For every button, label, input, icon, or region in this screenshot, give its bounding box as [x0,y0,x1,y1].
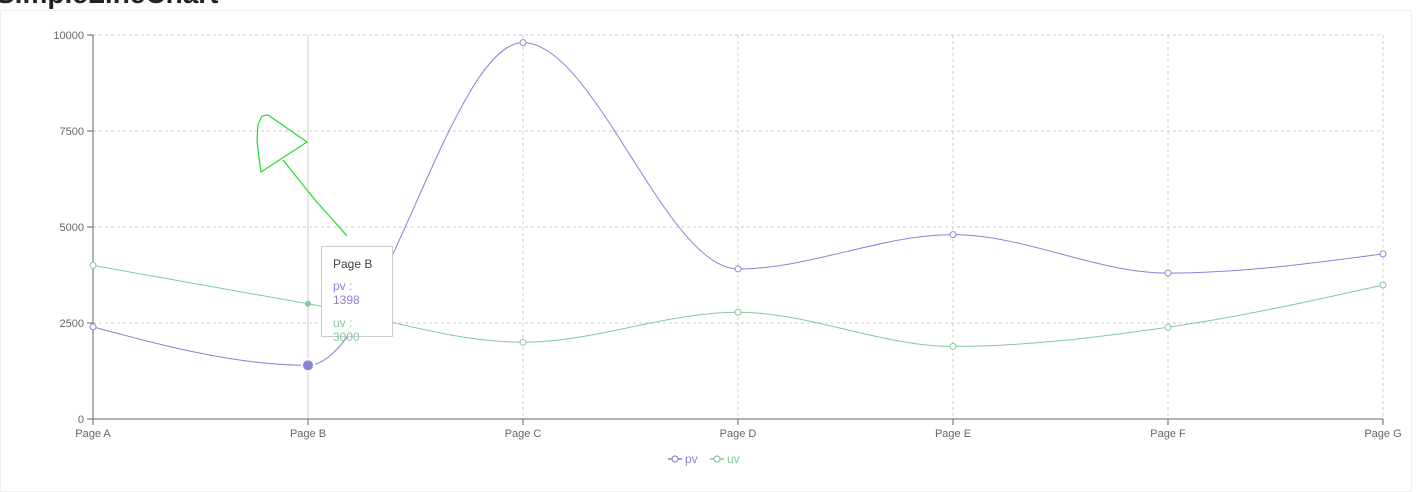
series-points[interactable] [89,39,1387,373]
x-tick-label: Page E [935,428,971,440]
data-point-uv [89,261,97,269]
x-tick-label: Page A [75,428,111,440]
legend-marker-uv [713,455,721,463]
legend-label-pv: pv [685,452,698,466]
arrow-shaft [282,159,348,237]
legend-label-uv: uv [727,452,740,466]
legend-marker-pv [671,455,679,463]
series-line-pv [92,42,1384,366]
data-point-pv [1164,269,1172,277]
x-axis-ticks: Page A Page B Page C Page D Page E Page F Page… [75,419,1402,440]
y-tick-label: 2500 [60,318,84,330]
chart-tooltip: Page B pv : 1398 uv : 3000 [321,246,393,344]
data-point-pv [89,323,97,331]
grid-lines [93,34,1384,419]
tooltip-series-value: 1398 [333,293,360,307]
x-tick-label: Page G [1364,428,1401,440]
active-point-pv [301,358,315,373]
x-tick-label: Page C [505,428,542,440]
data-point-uv [949,342,957,350]
y-tick-label: 0 [78,414,84,426]
data-point-uv [1164,323,1172,331]
page-title: SimpleLineChart [0,0,218,10]
data-point-uv [519,338,527,346]
hand-drawn-arrow-icon [256,114,348,237]
y-tick-label: 5000 [60,222,84,234]
y-tick-label: 10000 [53,30,84,42]
x-tick-label: Page B [290,428,326,440]
data-point-uv [1379,281,1387,289]
arrow-head [256,114,309,174]
x-tick-label: Page F [1150,428,1186,440]
tooltip-series-name: pv [333,279,346,293]
data-point-pv [734,265,742,273]
tooltip-series-value: 3000 [333,330,360,344]
data-point-uv [734,308,742,316]
legend: pv uv [668,452,740,466]
x-tick-label: Page D [720,428,757,440]
data-point-pv [1379,250,1387,258]
tooltip-row-uv: uv : 3000 [333,316,360,344]
tooltip-row-pv: pv : 1398 [333,279,360,307]
y-axis-ticks: 0 2500 5000 7500 10000 [53,30,93,426]
active-point-uv [305,300,311,307]
tooltip-title: Page B [333,257,373,271]
y-tick-label: 7500 [60,126,84,138]
tooltip-series-name: uv [333,316,346,330]
data-point-pv [949,231,957,239]
data-point-pv [519,39,527,47]
